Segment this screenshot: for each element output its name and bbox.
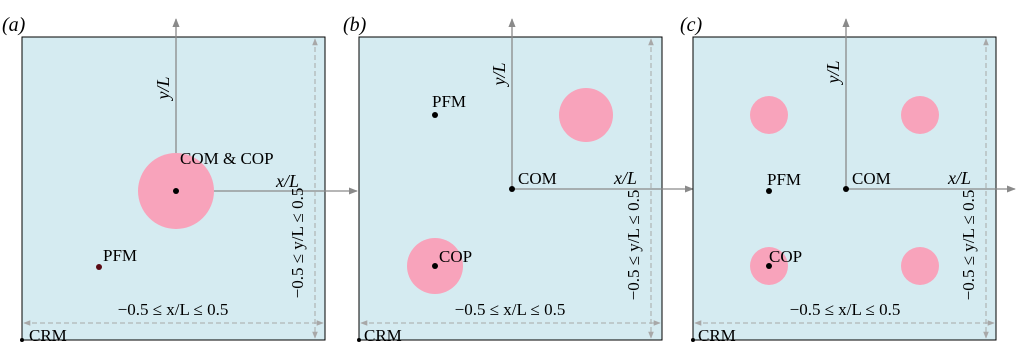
panel-a: (a) y/L x/L −0.5 ≤ x/L ≤ 0.5 −0.5 ≤ y/L …: [2, 14, 358, 342]
panel-b-crm-dot: [357, 338, 361, 342]
panel-c-y-axis-label: y/L: [823, 60, 843, 85]
panel-a-x-range-label: −0.5 ≤ x/L ≤ 0.5: [118, 300, 229, 319]
panel-c-pfm-dot: [766, 188, 772, 194]
panel-b-y-range-label: −0.5 ≤ y/L ≤ 0.5: [624, 190, 643, 301]
panel-c-mass-circle-tr: [901, 96, 939, 134]
panel-a-y-range-label: −0.5 ≤ y/L ≤ 0.5: [288, 188, 307, 299]
panel-a-com-label: COM & COP: [180, 149, 274, 168]
panel-a-x-axis-label: x/L: [275, 171, 299, 191]
panel-b-com-label: COM: [518, 169, 557, 188]
panel-a-y-axis-label: y/L: [153, 76, 173, 101]
panel-c-label: (c): [680, 14, 703, 36]
panel-b-mass-circle-top: [559, 88, 613, 142]
panel-b-pfm-dot: [432, 112, 438, 118]
panel-b-crm-label: CRM: [364, 326, 402, 342]
panel-c-com-label: COM: [852, 169, 891, 188]
panel-c-cop-dot: [766, 263, 772, 269]
panel-c-mass-circle-tl: [750, 96, 788, 134]
panel-a-label: (a): [2, 14, 26, 36]
panel-b-pfm-label: PFM: [432, 92, 466, 111]
panel-b-cop-label: COP: [439, 247, 472, 266]
panel-b-com-dot: [509, 186, 515, 192]
panel-c-cop-label: COP: [769, 247, 802, 266]
panel-b-cop-dot: [432, 263, 438, 269]
panel-c-pfm-label: PFM: [767, 170, 801, 189]
panel-c-x-axis-label: x/L: [947, 168, 971, 188]
panel-c-crm-label: CRM: [698, 326, 736, 342]
panel-b: (b) y/L x/L −0.5 ≤ x/L ≤ 0.5 −0.5 ≤ y/L …: [343, 14, 694, 342]
panel-b-x-range-label: −0.5 ≤ x/L ≤ 0.5: [455, 300, 566, 319]
panel-c-x-range-label: −0.5 ≤ x/L ≤ 0.5: [790, 300, 901, 319]
panel-c-com-dot: [843, 186, 849, 192]
panel-a-com-dot: [173, 188, 179, 194]
panel-c-crm-dot: [691, 338, 695, 342]
panel-b-y-axis-label: y/L: [489, 62, 509, 87]
panel-a-crm-label: CRM: [29, 326, 67, 342]
panel-c-mass-circle-br: [901, 247, 939, 285]
panel-a-crm-dot: [20, 338, 24, 342]
panel-a-pfm-dot: [96, 264, 102, 270]
panel-c-y-range-label: −0.5 ≤ y/L ≤ 0.5: [959, 190, 978, 301]
panel-b-x-axis-label: x/L: [613, 168, 637, 188]
panel-b-label: (b): [343, 14, 367, 36]
panel-c: (c) y/L x/L −0.5 ≤ x/L ≤ 0.5 −0.5 ≤ y/L …: [680, 14, 1016, 342]
panel-a-pfm-label: PFM: [103, 246, 137, 265]
